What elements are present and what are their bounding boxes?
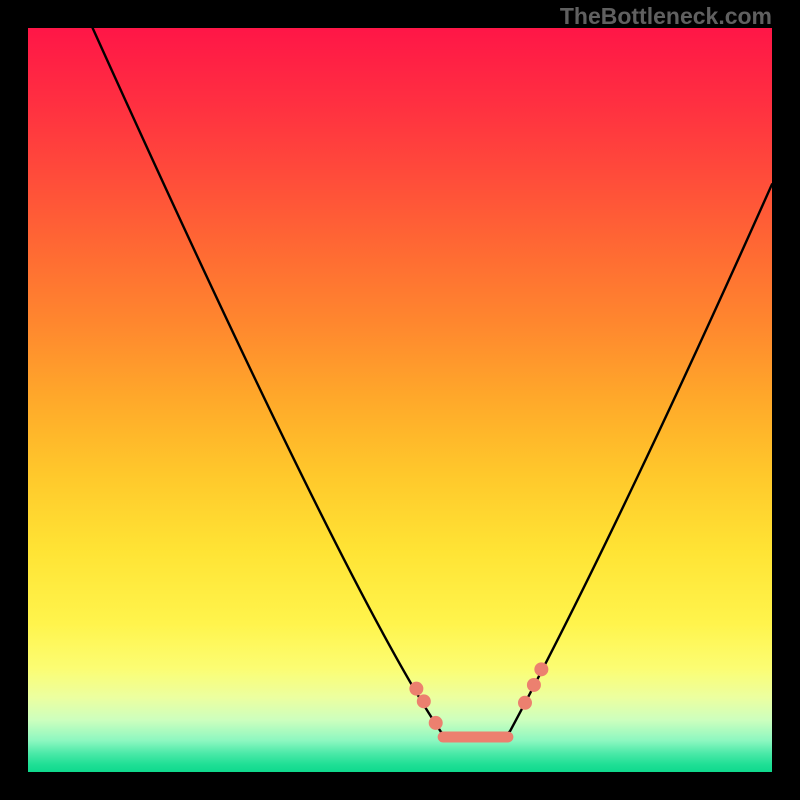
chart-svg — [28, 28, 772, 772]
chart-canvas: TheBottleneck.com — [0, 0, 800, 800]
watermark-text: TheBottleneck.com — [560, 3, 772, 30]
plot-area — [28, 28, 772, 772]
